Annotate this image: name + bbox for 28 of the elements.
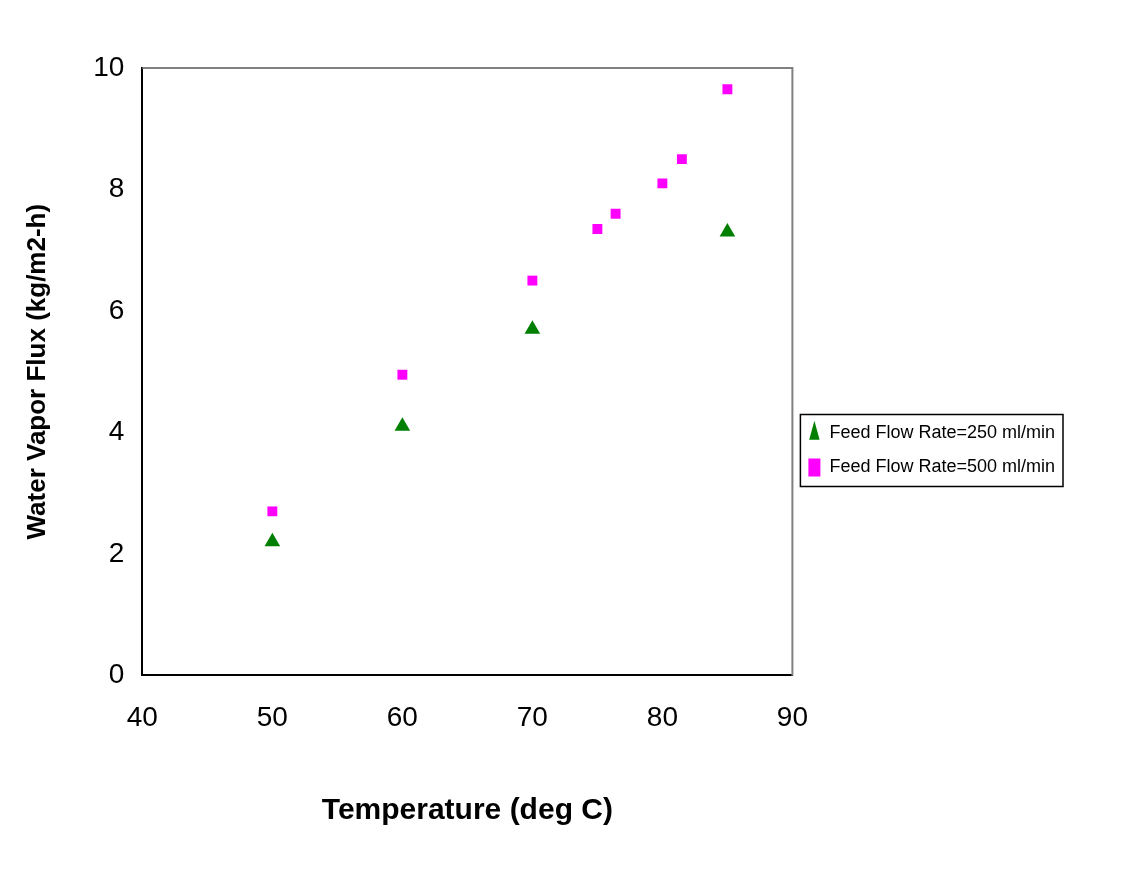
point (524, 320, 541, 334)
point (397, 369, 408, 380)
x-tick-label: 70 (516, 700, 548, 732)
y-tick-label: 4 (108, 415, 125, 447)
point (719, 223, 736, 237)
point (592, 224, 603, 234)
point (394, 417, 411, 431)
point (527, 275, 538, 286)
y-tick-label: 2 (108, 536, 125, 568)
point (676, 154, 687, 165)
x-tick-label: 40 (126, 700, 158, 732)
x-tick-label: 50 (256, 700, 288, 732)
point (657, 178, 668, 189)
x-tick-label: 60 (386, 700, 418, 732)
x-axis-title: Temperature (deg C) (321, 792, 613, 826)
y-tick-label: 6 (108, 293, 125, 325)
point (722, 84, 733, 95)
y-tick-label: 8 (108, 172, 125, 204)
legend-label: Feed Flow Rate=500 ml/min (829, 456, 1056, 477)
y-tick-label: 0 (108, 658, 125, 690)
y-axis-title: Water Vapor Flux (kg/m2-h) (20, 203, 51, 540)
x-tick-label: 80 (646, 700, 678, 732)
point (610, 208, 621, 219)
x-tick-label: 90 (776, 700, 808, 732)
legend-label: Feed Flow Rate=250 ml/min (829, 422, 1056, 443)
point (264, 532, 281, 547)
y-tick-label: 10 (93, 50, 125, 82)
point (267, 506, 278, 517)
